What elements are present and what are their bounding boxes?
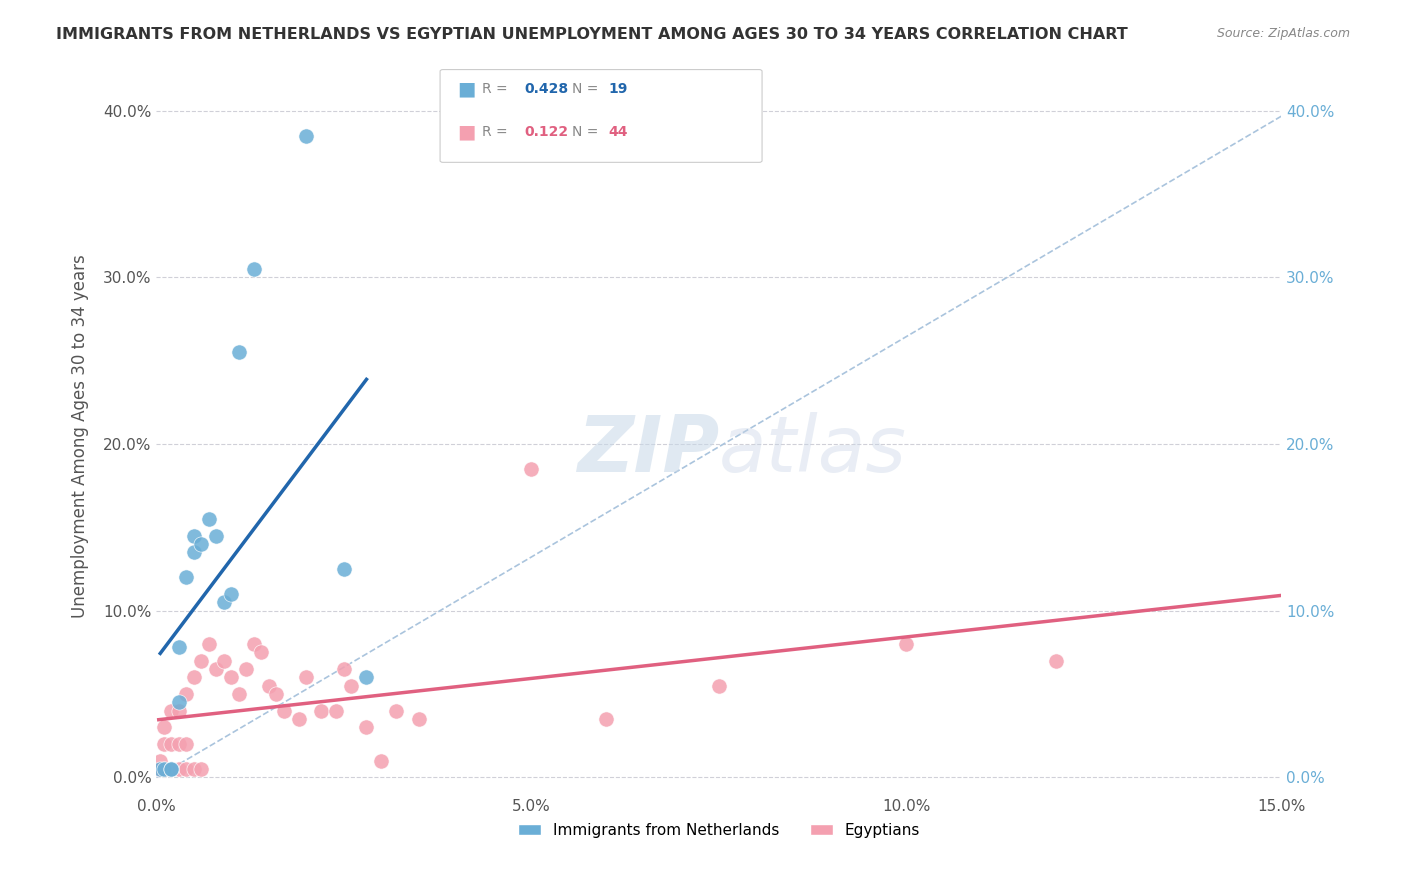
Text: R =: R = xyxy=(482,82,512,96)
Immigrants from Netherlands xyxy=(149,762,172,776)
Egyptians xyxy=(1045,654,1067,668)
Egyptians xyxy=(707,679,730,693)
Egyptians xyxy=(167,704,190,718)
Text: Source: ZipAtlas.com: Source: ZipAtlas.com xyxy=(1216,27,1350,40)
Egyptians xyxy=(153,737,176,751)
Egyptians xyxy=(385,704,408,718)
Immigrants from Netherlands xyxy=(356,670,378,684)
Immigrants from Netherlands xyxy=(153,762,176,776)
Egyptians xyxy=(153,762,176,776)
Egyptians xyxy=(205,662,228,676)
Text: ■: ■ xyxy=(457,79,475,98)
Egyptians xyxy=(176,687,198,701)
Egyptians xyxy=(167,762,190,776)
Text: 44: 44 xyxy=(609,125,628,139)
Immigrants from Netherlands xyxy=(167,640,190,655)
Egyptians xyxy=(160,737,183,751)
Immigrants from Netherlands xyxy=(205,529,228,543)
Egyptians xyxy=(333,662,356,676)
Egyptians xyxy=(370,754,392,768)
Egyptians xyxy=(160,762,183,776)
Egyptians xyxy=(520,462,543,476)
Text: 19: 19 xyxy=(609,82,628,96)
Egyptians xyxy=(183,670,205,684)
Egyptians xyxy=(198,637,221,651)
Egyptians xyxy=(153,720,176,734)
Egyptians xyxy=(221,670,243,684)
Egyptians xyxy=(266,687,288,701)
Egyptians xyxy=(190,654,212,668)
Immigrants from Netherlands xyxy=(160,762,183,776)
Y-axis label: Unemployment Among Ages 30 to 34 years: Unemployment Among Ages 30 to 34 years xyxy=(72,254,89,617)
Immigrants from Netherlands xyxy=(190,537,212,551)
Egyptians xyxy=(167,737,190,751)
Text: atlas: atlas xyxy=(718,412,907,488)
Immigrants from Netherlands xyxy=(295,128,318,143)
Text: 0.428: 0.428 xyxy=(524,82,568,96)
Egyptians xyxy=(235,662,257,676)
Immigrants from Netherlands xyxy=(183,545,205,559)
Egyptians xyxy=(595,712,617,726)
Immigrants from Netherlands xyxy=(228,345,250,359)
Immigrants from Netherlands xyxy=(198,512,221,526)
Egyptians xyxy=(288,712,311,726)
Text: N =: N = xyxy=(572,125,603,139)
Egyptians xyxy=(190,762,212,776)
Egyptians xyxy=(212,654,235,668)
Immigrants from Netherlands xyxy=(221,587,243,601)
Egyptians xyxy=(340,679,363,693)
Immigrants from Netherlands xyxy=(212,595,235,609)
Legend: Immigrants from Netherlands, Egyptians: Immigrants from Netherlands, Egyptians xyxy=(512,816,927,844)
Egyptians xyxy=(160,704,183,718)
Immigrants from Netherlands xyxy=(160,762,183,776)
Egyptians xyxy=(250,645,273,659)
Text: N =: N = xyxy=(572,82,603,96)
Egyptians xyxy=(325,704,347,718)
Egyptians xyxy=(273,704,295,718)
Egyptians xyxy=(408,712,430,726)
Immigrants from Netherlands xyxy=(167,695,190,709)
Text: R =: R = xyxy=(482,125,512,139)
Immigrants from Netherlands xyxy=(183,529,205,543)
Text: ZIP: ZIP xyxy=(576,412,718,488)
Egyptians xyxy=(356,720,378,734)
Immigrants from Netherlands xyxy=(333,562,356,576)
Text: 0.122: 0.122 xyxy=(524,125,568,139)
Egyptians xyxy=(176,762,198,776)
Egyptians xyxy=(311,704,333,718)
Egyptians xyxy=(257,679,280,693)
Egyptians xyxy=(148,762,170,776)
Egyptians xyxy=(176,737,198,751)
Egyptians xyxy=(243,637,266,651)
Egyptians xyxy=(149,754,172,768)
Immigrants from Netherlands xyxy=(243,262,266,277)
Text: ■: ■ xyxy=(457,122,475,141)
Egyptians xyxy=(183,762,205,776)
Egyptians xyxy=(295,670,318,684)
Egyptians xyxy=(896,637,918,651)
Egyptians xyxy=(228,687,250,701)
Text: IMMIGRANTS FROM NETHERLANDS VS EGYPTIAN UNEMPLOYMENT AMONG AGES 30 TO 34 YEARS C: IMMIGRANTS FROM NETHERLANDS VS EGYPTIAN … xyxy=(56,27,1128,42)
Immigrants from Netherlands xyxy=(176,570,198,584)
